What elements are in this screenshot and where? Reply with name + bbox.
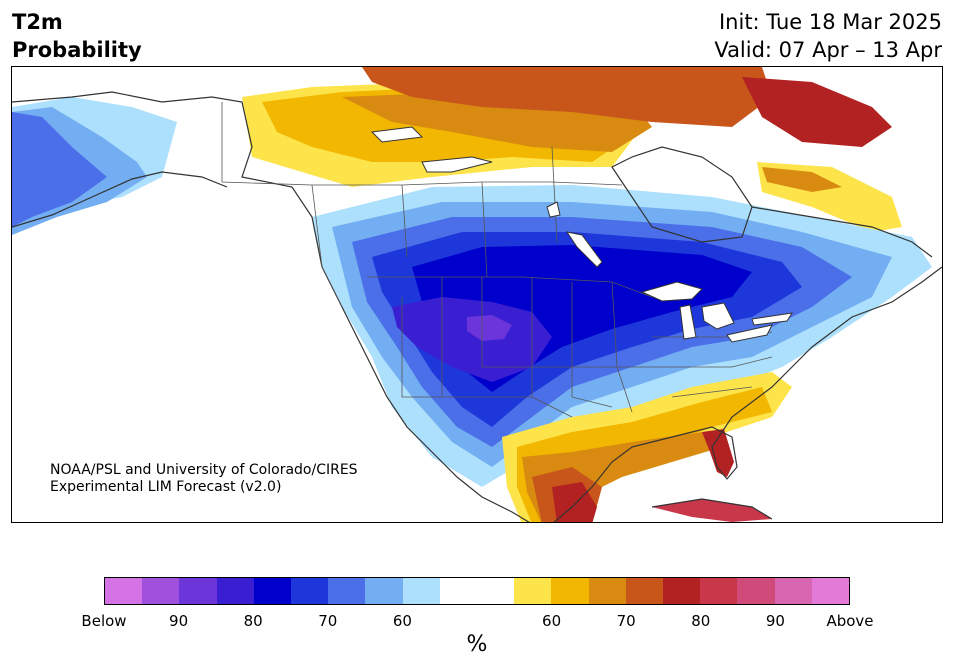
colorbar-segment [328,578,366,604]
coastlines [12,91,942,522]
colorbar-segment [439,578,478,604]
colorbar-segment [477,578,515,604]
colorbar-segment [514,578,552,604]
colorbar-segment [737,578,775,604]
colorbar-tick-label: 70 [318,612,338,630]
colorbar-segment [291,578,329,604]
colorbar-tick-label: 60 [392,612,412,630]
init-date: Init: Tue 18 Mar 2025 [718,10,942,34]
variable-type: Probability [12,38,142,62]
cuba-red [652,499,772,522]
cold-purple [392,297,552,382]
colorbar-tick-label: Below [81,612,127,630]
colorbar-tick-label: 90 [765,612,785,630]
colorbar-segment [365,578,403,604]
colorbar-segment [253,578,292,604]
credit-line-1: NOAA/PSL and University of Colorado/CIRE… [50,462,358,478]
florida-red [702,429,734,477]
colorbar-segment [142,578,180,604]
arctic-dark-orange [362,67,772,127]
colorbar [104,577,850,605]
alaska-blue [12,112,107,227]
forecast-dates: Init: Tue 18 Mar 2025 Valid: 07 Apr – 13… [714,8,942,64]
mexico-red [552,482,597,522]
colorbar-segment [625,578,664,604]
colorbar-tick-label: 80 [243,612,263,630]
colorbar-segment [663,578,701,604]
greenland-red [742,77,892,147]
colorbar-segment [105,578,143,604]
colorbar-segment [588,578,626,604]
colorbar-segment [402,578,440,604]
colorbar-unit: % [466,632,488,657]
colorbar-segment [216,578,254,604]
chart-title: T2m Probability [12,8,142,64]
colorbar-segment [811,578,850,604]
colorbar-segment [774,578,812,604]
valid-range: Valid: 07 Apr – 13 Apr [714,38,942,62]
colorbar-segment [551,578,589,604]
colorbar-tick-label: 70 [616,612,636,630]
colorbar-segment [179,578,217,604]
cold-purple-core [467,315,512,341]
map-canvas [12,67,942,522]
great-lakes [370,126,793,343]
colorbar-tick-label: 60 [542,612,562,630]
variable-name: T2m [12,10,63,34]
labrador-orange [762,167,842,192]
credit-line-2: Experimental LIM Forecast (v2.0) [50,479,282,495]
colorbar-tick-label: Above [826,612,874,630]
colorbar-segment [700,578,738,604]
colorbar-tick-label: 80 [691,612,711,630]
se-gold [517,387,772,522]
probability-map: NOAA/PSL and University of Colorado/CIRE… [11,66,943,523]
credit-text: NOAA/PSL and University of Colorado/CIRE… [50,462,358,496]
colorbar-tick-label: 90 [169,612,189,630]
